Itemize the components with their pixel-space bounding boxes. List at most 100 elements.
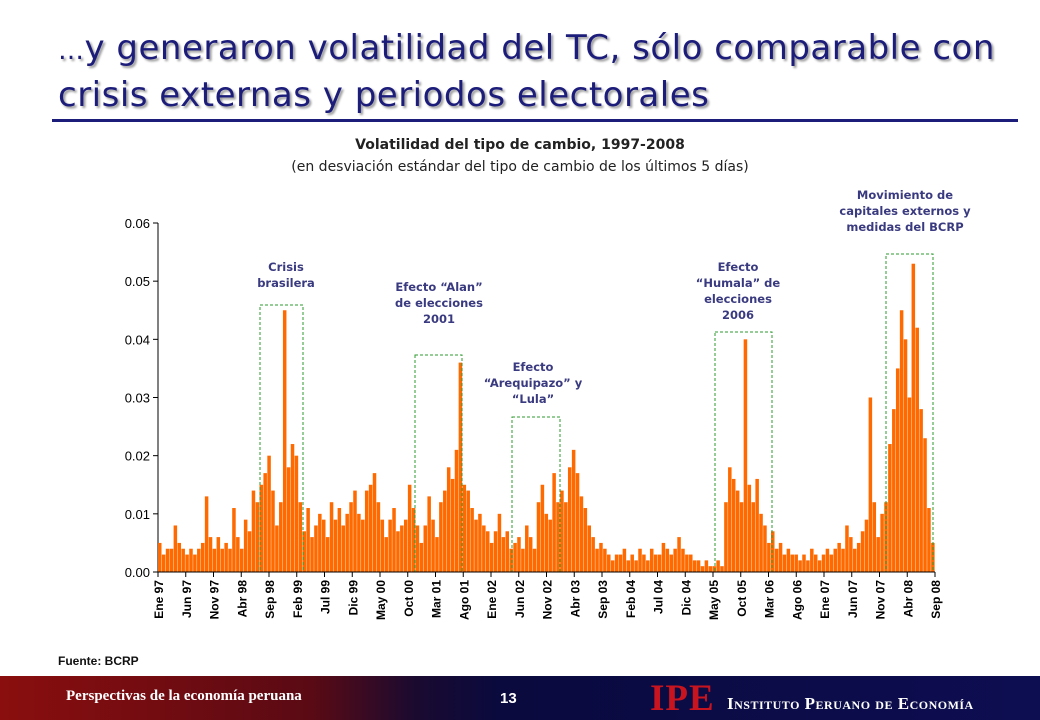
volatility-bar (294, 455, 299, 572)
volatility-bar (923, 438, 927, 572)
volatility-bar (224, 542, 228, 572)
volatility-bar (724, 502, 728, 572)
chart-subtitle: (en desviación estándar del tipo de camb… (291, 159, 749, 175)
volatility-bar (255, 502, 260, 572)
volatility-bar (368, 484, 373, 572)
volatility-bar (794, 554, 798, 572)
volatility-bar (411, 508, 416, 572)
x-tick-label: May 05 (707, 580, 721, 620)
ipe-logo: IPE (650, 678, 715, 719)
volatility-bar (817, 560, 822, 572)
y-tick-label: 0.00 (125, 565, 150, 580)
y-tick-label: 0.02 (125, 449, 150, 464)
volatility-bar (161, 554, 166, 572)
volatility-bar (372, 473, 377, 572)
volatility-bar (415, 525, 420, 572)
volatility-bar (583, 508, 588, 572)
volatility-bar (474, 519, 478, 572)
volatility-bar (638, 548, 642, 572)
x-tick-label: Mar 06 (763, 580, 777, 618)
x-tick-label: Ene 07 (818, 580, 832, 619)
volatility-bar (610, 560, 615, 572)
volatility-bar (653, 554, 658, 572)
y-tick-label: 0.01 (125, 507, 150, 522)
volatility-bar (599, 542, 603, 572)
volatility-bar (720, 566, 724, 572)
volatility-bar (853, 548, 857, 572)
volatility-bar (341, 525, 346, 572)
x-tick-label: Jul 04 (652, 580, 666, 614)
volatility-bar (618, 554, 623, 572)
volatility-bar (669, 554, 673, 572)
volatility-bar (587, 525, 592, 572)
volatility-bar (158, 542, 162, 572)
source-note: Fuente: BCRP (58, 654, 139, 668)
volatility-bar (446, 467, 451, 572)
x-tick-label: Jul 99 (319, 580, 333, 614)
volatility-bar (271, 490, 275, 572)
volatility-bar (712, 566, 716, 572)
volatility-bar (228, 548, 232, 572)
x-tick-label: Ene 02 (485, 580, 499, 619)
volatility-bar (216, 537, 221, 572)
volatility-bar (899, 310, 904, 572)
volatility-bar (751, 502, 755, 572)
volatility-bar (458, 362, 463, 572)
volatility-bar (400, 525, 404, 572)
volatility-bar (485, 531, 490, 572)
volatility-bar (700, 566, 705, 572)
volatility-bar (763, 525, 767, 572)
footer-organization-name: Instituto Peruano de Economía (727, 694, 974, 713)
volatility-bar (251, 490, 256, 572)
volatility-chart: 0.00 0.01 0.02 0.03 0.04 0.05 0.06 Ene 97 Jun 9… (125, 216, 943, 620)
volatility-bar (880, 513, 884, 572)
annotation-efecto-humala: Efecto “Humala” de elecciones 2006 (695, 260, 781, 322)
x-tick-label: Nov 02 (541, 580, 555, 620)
volatility-bar (829, 554, 834, 572)
volatility-bar (630, 554, 634, 572)
volatility-bar (423, 525, 428, 572)
volatility-bar (607, 554, 611, 572)
annotation-efecto-arequipazo: Efecto “Arequipazo” y “Lula” (483, 360, 583, 406)
volatility-bar (267, 455, 271, 572)
volatility-bar (692, 560, 697, 572)
title-text: y generaron volatilidad del TC, sólo com… (58, 28, 995, 115)
volatility-bar (407, 484, 412, 572)
volatility-bar (665, 548, 670, 572)
volatility-bar (821, 554, 826, 572)
volatility-bar (560, 490, 564, 572)
volatility-bar (439, 502, 443, 572)
volatility-bar (243, 519, 248, 572)
volatility-bar (774, 548, 779, 572)
volatility-bar (564, 502, 568, 572)
volatility-bar (380, 519, 385, 572)
volatility-bar (813, 554, 818, 572)
volatility-bar (181, 548, 185, 572)
volatility-bar (220, 548, 224, 572)
volatility-bar (735, 490, 740, 572)
volatility-bar (435, 537, 439, 572)
volatility-bar (895, 368, 900, 572)
volatility-bar (716, 560, 720, 572)
title-underline (52, 119, 1018, 122)
annotation-crisis-brasilera: Crisis brasilera (257, 260, 315, 290)
volatility-bar (357, 513, 361, 572)
volatility-bar (310, 537, 314, 572)
volatility-bar (634, 560, 638, 572)
volatility-bar (614, 554, 619, 572)
volatility-bar (704, 560, 709, 572)
volatility-bar (509, 548, 513, 572)
volatility-bar (454, 449, 459, 572)
volatility-bar (189, 548, 193, 572)
volatility-bar (329, 502, 334, 572)
volatility-bar (290, 444, 295, 572)
volatility-bar (833, 548, 837, 572)
x-tick-label: Oct 00 (402, 580, 416, 617)
volatility-bar (739, 502, 744, 572)
volatility-bar (919, 409, 923, 572)
volatility-bar (677, 537, 681, 572)
volatility-bar (548, 519, 552, 572)
volatility-bar (388, 519, 392, 572)
volatility-bar (579, 496, 584, 572)
volatility-bar (755, 478, 759, 572)
